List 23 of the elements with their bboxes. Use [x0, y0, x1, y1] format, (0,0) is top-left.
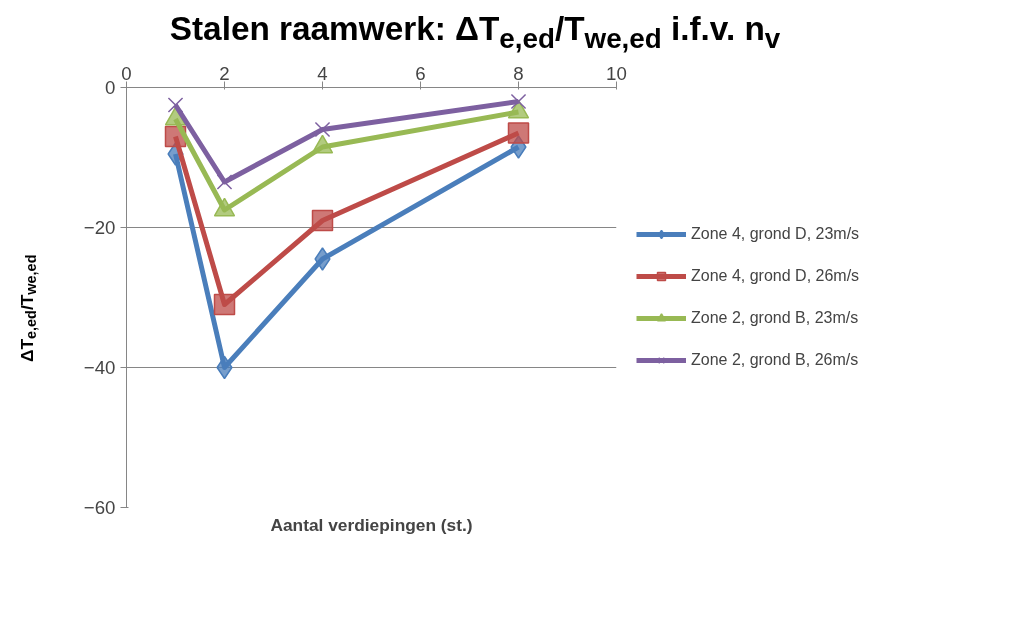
point	[314, 122, 331, 138]
point	[167, 97, 184, 114]
x-axis-title: Aantal verdiepingen (st.)	[270, 514, 473, 535]
x-tick-label: 4	[317, 62, 328, 84]
legend-label: Zone 4, grond D, 23m/s	[691, 225, 860, 244]
y-tick-label: −60	[83, 497, 116, 519]
x-tick-label: 8	[513, 62, 524, 84]
y-tick-label: 0	[105, 77, 116, 99]
x-tick-label: 0	[121, 62, 132, 84]
point	[213, 294, 236, 316]
x-tick-label: 10	[606, 62, 627, 84]
point	[216, 356, 233, 380]
point	[216, 174, 233, 191]
legend-label: Zone 2, grond B, 26m/s	[691, 351, 859, 370]
y-tick-label: −20	[83, 217, 116, 239]
x-tick-label: 6	[415, 62, 426, 84]
y-tick-label: −40	[83, 357, 116, 379]
point	[507, 122, 530, 145]
point	[311, 210, 334, 232]
x-tick-label: 2	[219, 62, 230, 84]
legend-label: Zone 2, grond B, 23m/s	[691, 309, 859, 328]
chart-title: Stalen raamwerk: ΔT$_{e,ed}$/T$_{we,ed}$ i.f.v. n$_{v}$	[169, 9, 781, 56]
legend-label: Zone 4, grond D, 26m/s	[691, 267, 860, 286]
